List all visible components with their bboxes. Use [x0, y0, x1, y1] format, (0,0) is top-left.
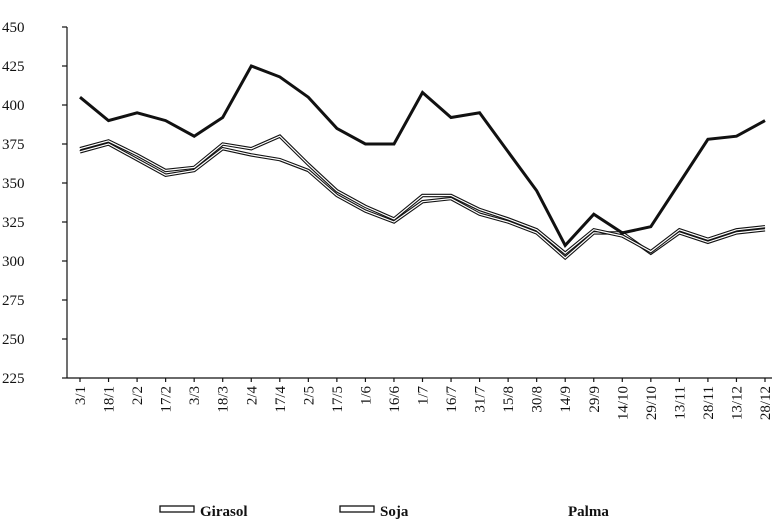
- x-tick-label: 17/2: [159, 386, 175, 413]
- legend-swatch: [159, 505, 195, 513]
- y-tick-label: 350: [2, 176, 25, 192]
- x-tick-label: 18/1: [102, 386, 118, 413]
- legend-label: Girasol: [200, 504, 248, 520]
- x-tick-label: 17/5: [330, 386, 346, 413]
- legend-swatch: [339, 505, 375, 513]
- y-tick-label: 225: [2, 371, 25, 387]
- y-tick-label: 250: [2, 332, 25, 348]
- legend-label: Soja: [380, 504, 409, 520]
- x-tick-label: 14/10: [615, 386, 631, 420]
- x-tick-label: 3/1: [73, 386, 89, 405]
- x-tick-label: 16/6: [387, 386, 403, 413]
- line-series: [79, 64, 766, 248]
- x-tick-label: 1/7: [416, 386, 432, 406]
- x-tick-label: 30/8: [530, 386, 546, 413]
- x-tick-label: 2/4: [244, 386, 260, 406]
- line-series: [79, 135, 766, 254]
- x-tick-label: 2/2: [130, 386, 146, 405]
- x-tick-label: 16/7: [444, 386, 460, 413]
- x-tick-label: 3/3: [187, 386, 203, 405]
- x-tick-label: 29/9: [587, 386, 603, 413]
- line-series-outline: [79, 134, 766, 256]
- legend-label: Palma: [568, 504, 609, 520]
- y-tick-label: 425: [2, 59, 25, 75]
- x-tick-label: 13/11: [672, 386, 688, 420]
- x-tick-label: 15/8: [501, 386, 517, 413]
- y-tick-label: 325: [2, 215, 25, 231]
- x-tick-label: 14/9: [558, 386, 574, 413]
- x-tick-label: 17/4: [273, 386, 289, 413]
- x-tick-label: 31/7: [473, 386, 489, 413]
- y-tick-label: 375: [2, 137, 25, 153]
- x-tick-label: 13/12: [729, 386, 745, 420]
- y-tick-label: 275: [2, 293, 25, 309]
- x-tick-label: 2/5: [301, 386, 317, 405]
- x-tick-label: 29/10: [644, 386, 660, 420]
- x-tick-label: 28/12: [758, 386, 774, 420]
- y-tick-label: 400: [2, 98, 25, 114]
- y-tick-label: 300: [2, 254, 25, 270]
- x-tick-label: 18/3: [216, 386, 232, 413]
- x-tick-label: 28/11: [701, 386, 717, 420]
- y-tick-label: 450: [2, 20, 25, 36]
- x-tick-label: 1/6: [358, 386, 374, 406]
